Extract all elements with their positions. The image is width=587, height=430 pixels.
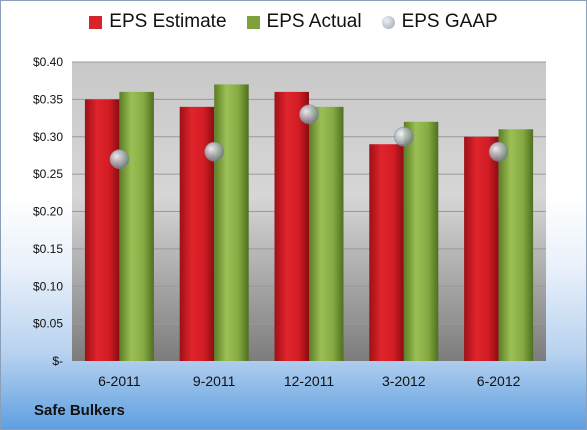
eps-gaap-point — [204, 141, 225, 162]
x-tick-label: 6-2012 — [477, 373, 521, 389]
y-tick-label: $0.15 — [33, 242, 63, 256]
eps-actual-bar — [403, 121, 439, 361]
eps-gaap-point — [488, 141, 509, 162]
eps-estimate-bar — [84, 99, 120, 361]
eps-actual-bar — [214, 84, 249, 362]
y-tick-label: $0.35 — [33, 92, 63, 106]
x-tick-label: 12-2011 — [284, 373, 335, 389]
company-name: Safe Bulkers — [34, 402, 125, 419]
legend-swatch-eps-actual — [246, 15, 260, 29]
eps-actual-bar — [119, 91, 154, 362]
legend-label-eps-actual: EPS Actual — [266, 11, 362, 32]
legend-swatch-eps-gaap — [381, 15, 395, 29]
eps-gaap-point — [109, 149, 130, 170]
legend: EPS Estimate EPS Actual EPS GAAP — [1, 11, 586, 33]
legend-label-eps-gaap: EPS GAAP — [401, 11, 498, 32]
legend-item-eps-estimate: EPS Estimate — [89, 11, 227, 33]
legend-item-eps-gaap: EPS GAAP — [381, 11, 498, 33]
y-tick-label: $0.25 — [33, 167, 63, 181]
eps-estimate-bar — [369, 144, 404, 361]
x-tick-label: 3-2012 — [382, 373, 426, 389]
y-tick-label: $0.10 — [33, 279, 63, 293]
eps-actual-bar — [309, 106, 344, 361]
eps-estimate-bar — [464, 136, 499, 361]
y-tick-label: $0.40 — [33, 55, 63, 69]
eps-estimate-bar — [274, 91, 309, 362]
y-tick-label: $0.20 — [33, 205, 63, 219]
y-tick-label: $0.05 — [33, 317, 63, 331]
eps-gaap-point — [393, 126, 414, 147]
y-tick-label: $- — [52, 354, 63, 368]
x-tick-label: 9-2011 — [193, 373, 236, 389]
legend-item-eps-actual: EPS Actual — [246, 11, 362, 33]
legend-label-eps-estimate: EPS Estimate — [109, 11, 227, 32]
x-tick-label: 6-2011 — [98, 373, 141, 389]
legend-swatch-eps-estimate — [89, 15, 103, 29]
eps-actual-bar — [498, 129, 534, 361]
y-tick-label: $0.30 — [33, 130, 63, 144]
eps-gaap-point — [299, 104, 319, 125]
